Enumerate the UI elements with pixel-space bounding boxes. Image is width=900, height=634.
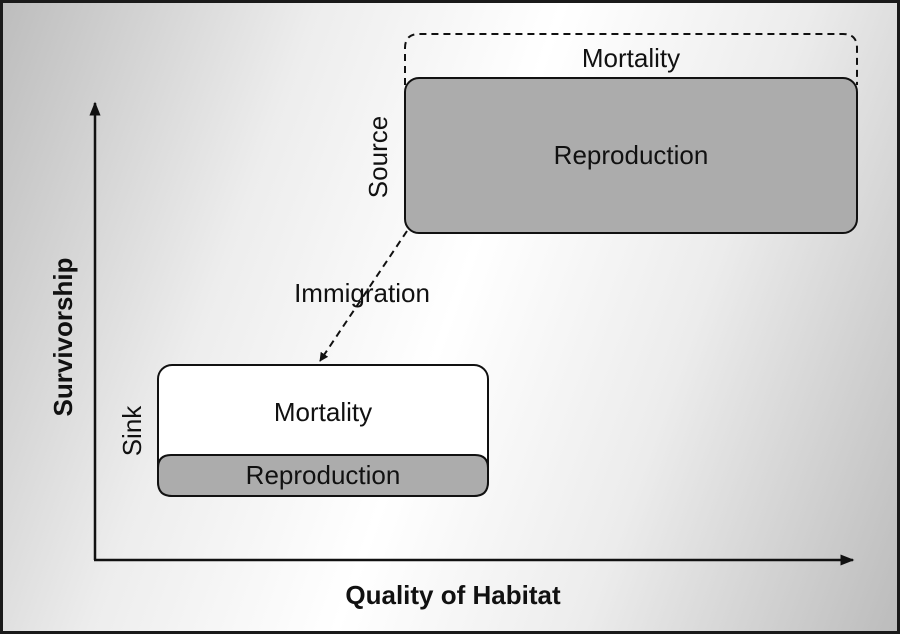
immigration-arrow bbox=[319, 230, 408, 362]
sink-reproduction-label: Reproduction bbox=[245, 460, 401, 490]
sink-reproduction-band bbox=[157, 454, 489, 497]
x-axis-title: Quality of Habitat bbox=[345, 580, 561, 610]
sink-side-label: Sink bbox=[117, 405, 147, 457]
source-reproduction-box bbox=[404, 77, 858, 234]
source-mortality-label: Mortality bbox=[581, 43, 681, 73]
immigration-label: Immigration bbox=[294, 278, 430, 308]
source-reproduction-label: Reproduction bbox=[553, 140, 709, 170]
source-sink-diagram bbox=[89, 33, 858, 566]
sink-mortality-label: Mortality bbox=[273, 397, 373, 427]
source-side-label: Source bbox=[363, 115, 393, 199]
source-mortality-dashed-box bbox=[404, 33, 858, 85]
y-axis-title: Survivorship bbox=[48, 257, 78, 417]
